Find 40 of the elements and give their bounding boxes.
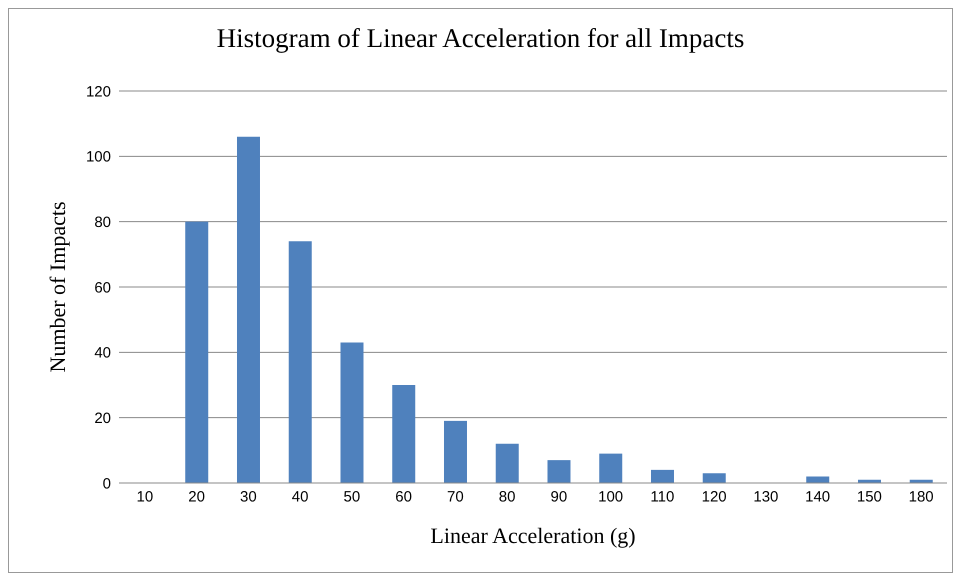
bar: [288, 241, 312, 483]
bar: [444, 420, 467, 483]
bar: [650, 470, 674, 483]
x-tick-label: 10: [136, 488, 154, 506]
bar: [392, 385, 416, 483]
x-tick-label: 80: [498, 488, 516, 506]
bar: [806, 476, 830, 483]
x-tick-label: 40: [292, 488, 308, 506]
x-tick-label: 150: [856, 488, 882, 506]
bar: [858, 480, 881, 483]
y-tick-label: 120: [86, 83, 111, 100]
x-tick-label: 100: [598, 488, 624, 506]
bar: [547, 460, 570, 483]
bar: [185, 222, 208, 483]
bar: [702, 473, 726, 483]
x-tick-label: 90: [550, 488, 568, 506]
y-tick-label: 20: [94, 410, 111, 427]
y-tick-label: 0: [102, 475, 111, 492]
y-tick-label: 80: [94, 214, 111, 231]
x-tick-label: 50: [344, 488, 360, 506]
y-tick-label: 60: [94, 279, 111, 296]
y-tick-label: 40: [94, 344, 111, 362]
y-tick-label: 100: [86, 148, 111, 166]
x-tick-label: 20: [188, 488, 205, 506]
bar: [599, 454, 622, 483]
x-tick-label: 130: [753, 488, 778, 506]
x-tick-label: 70: [447, 488, 464, 506]
chart-title: Histogram of Linear Acceleration for all Impacts: [216, 23, 746, 55]
bar: [340, 342, 364, 483]
x-tick-label: 140: [805, 488, 830, 506]
bar: [910, 480, 933, 483]
x-tick-label: 110: [650, 488, 674, 506]
x-tick-label: 30: [240, 488, 257, 506]
x-axis-title: Linear Acceleration (g): [430, 523, 636, 548]
bar: [236, 136, 260, 483]
x-tick-label: 60: [395, 488, 412, 506]
x-tick-label: 180: [908, 488, 934, 506]
y-axis-title: Number of Impacts: [44, 201, 70, 373]
bar: [496, 444, 519, 483]
x-tick-label: 120: [702, 488, 727, 506]
